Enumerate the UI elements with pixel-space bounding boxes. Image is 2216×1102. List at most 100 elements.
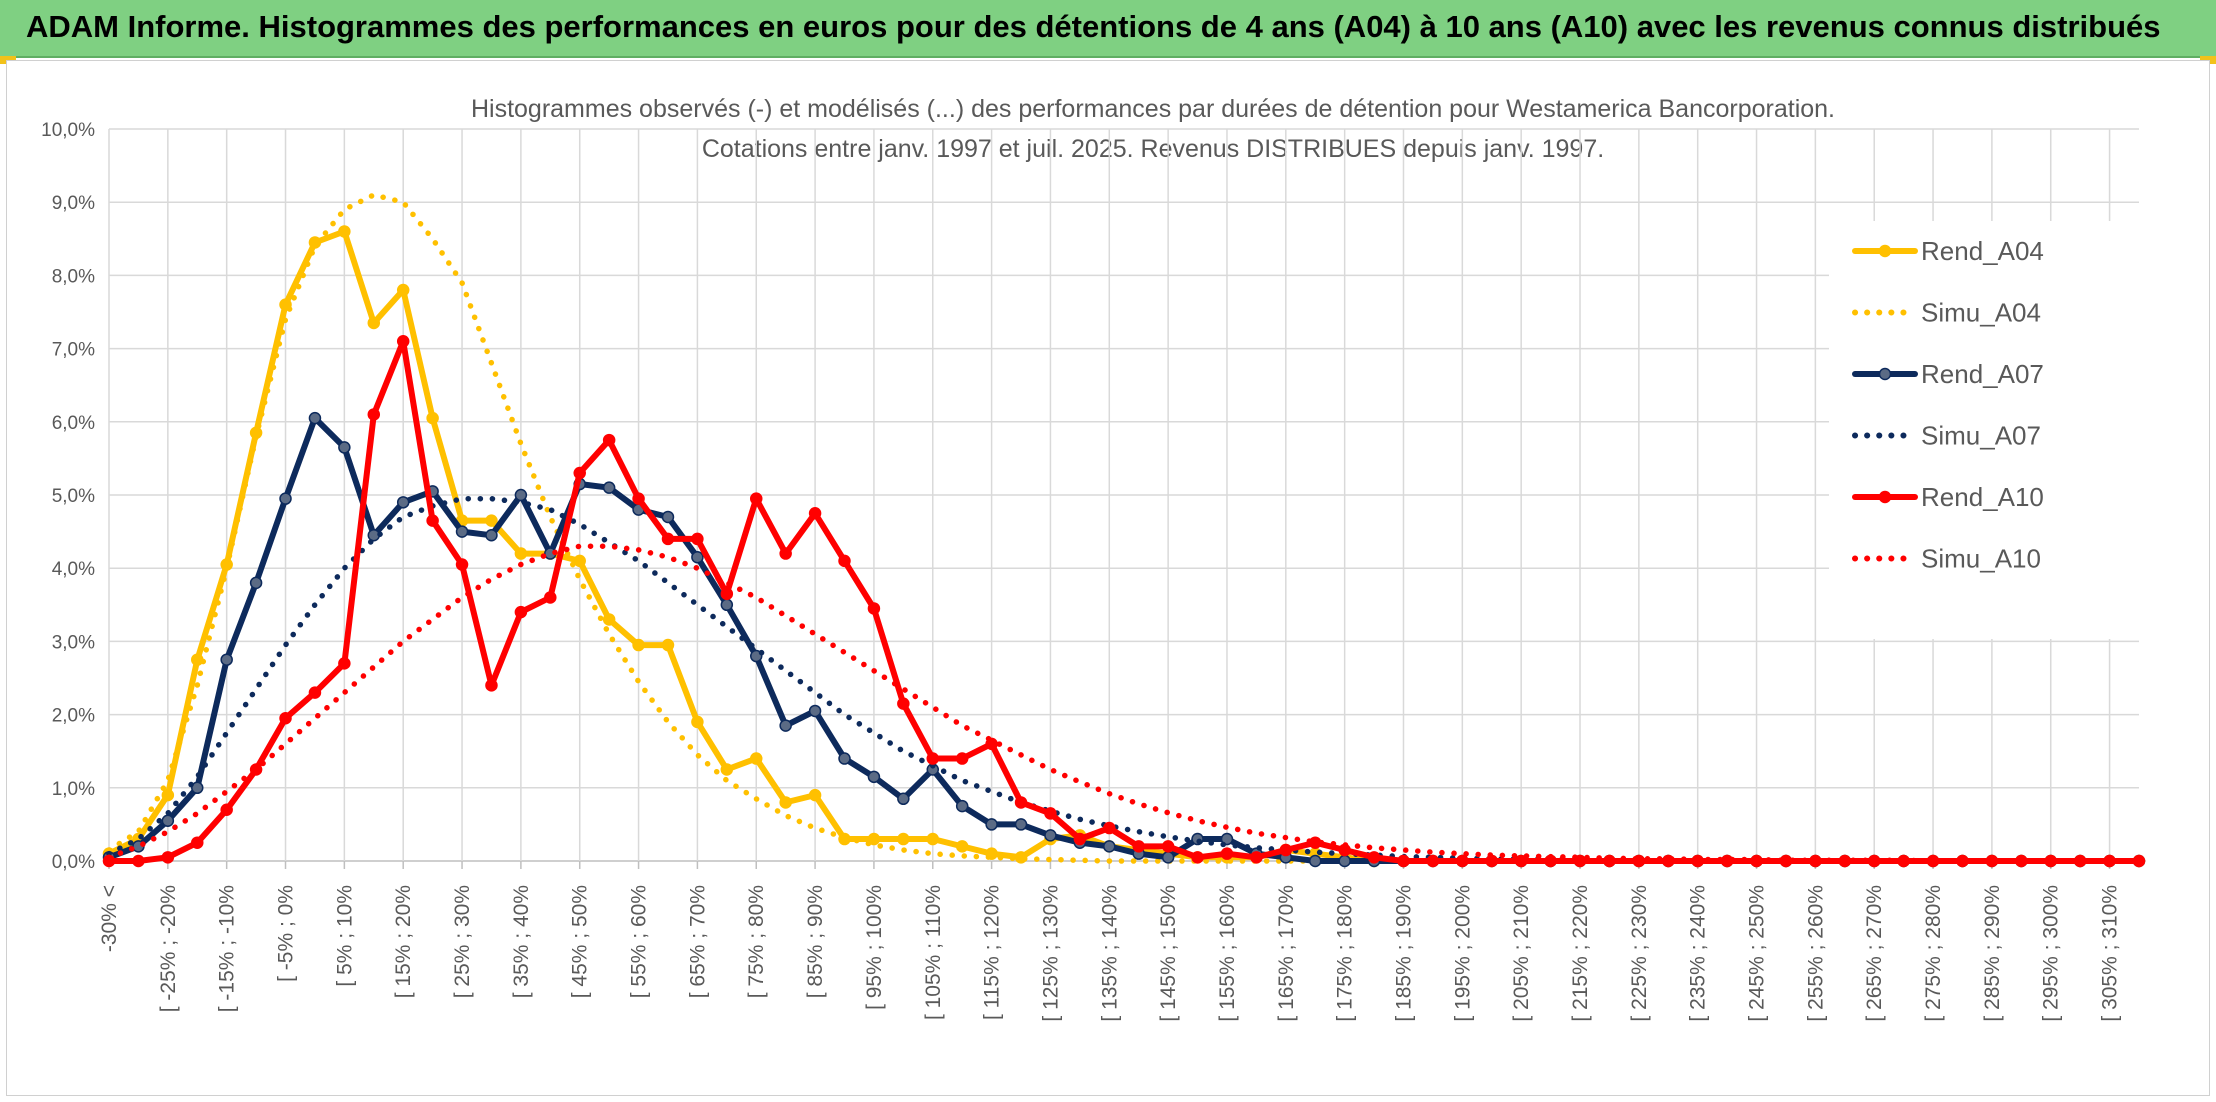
data-point xyxy=(1220,832,1234,846)
chart-frame: Histogrammes observés (-) et modélisés (… xyxy=(6,60,2210,1096)
x-tick-label: [ -5% ; 0% xyxy=(275,885,298,982)
x-tick-label: [ 125% ; 130% xyxy=(1039,885,1062,1022)
chart: Histogrammes observés (-) et modélisés (… xyxy=(41,95,2149,1022)
data-point xyxy=(926,832,940,846)
x-tick-label: [ 285% ; 290% xyxy=(1981,885,2004,1022)
x-tick-label: [ 235% ; 240% xyxy=(1687,885,1710,1022)
data-point xyxy=(1014,796,1028,809)
data-point xyxy=(749,492,763,505)
data-point xyxy=(720,587,734,601)
y-tick-label: 1,0% xyxy=(52,779,95,800)
x-tick-label: [ 155% ; 160% xyxy=(1216,885,1239,1022)
data-point xyxy=(396,496,410,509)
data-point xyxy=(749,752,763,765)
x-tick-label: [ 255% ; 260% xyxy=(1804,885,1827,1022)
data-point xyxy=(396,335,410,348)
data-point xyxy=(691,550,704,564)
data-point xyxy=(838,554,851,568)
x-tick-label: [ -25% ; -20% xyxy=(157,885,180,1012)
data-point xyxy=(897,832,910,846)
data-point xyxy=(1250,851,1263,864)
data-point xyxy=(720,763,734,776)
legend-background xyxy=(1829,221,2149,639)
x-tick-label: [ 65% ; 70% xyxy=(686,885,709,998)
data-point xyxy=(308,411,322,425)
data-point xyxy=(779,796,792,809)
header-bar: ADAM Informe. Histogrammes des performan… xyxy=(0,0,2216,58)
data-point xyxy=(808,788,822,802)
chart-subtitle: Cotations entre janv. 1997 et juil. 2025… xyxy=(702,135,1604,163)
legend-label: Rend_A10 xyxy=(1921,482,2044,512)
series-line-simu-a10 xyxy=(106,543,2142,864)
data-point xyxy=(602,613,616,626)
data-point xyxy=(338,225,351,238)
data-point xyxy=(396,283,410,297)
data-point xyxy=(1308,854,1322,868)
data-point xyxy=(338,657,351,670)
data-point xyxy=(426,514,439,527)
x-tick-label: [ 115% ; 120% xyxy=(981,885,1004,1020)
x-tick-label: [ 215% ; 220% xyxy=(1569,885,1592,1022)
data-point xyxy=(808,507,822,520)
x-tick-label: [ 295% ; 300% xyxy=(2040,885,2063,1022)
data-point xyxy=(661,638,675,652)
data-point xyxy=(602,481,616,494)
x-tick-label: [ 25% ; 30% xyxy=(451,885,474,998)
data-point xyxy=(897,697,910,710)
data-point xyxy=(632,638,645,652)
x-tick-label: [ 185% ; 190% xyxy=(1392,885,1415,1022)
data-point xyxy=(602,433,616,447)
data-point xyxy=(985,818,998,831)
data-point xyxy=(779,547,792,560)
data-point xyxy=(779,719,792,732)
data-point xyxy=(926,752,940,765)
data-point xyxy=(514,488,528,502)
y-axis: 0,0% 1,0% 2,0% 3,0% 4,0% 5,0% 6,0% 7,0% 8,0% 9,0%… xyxy=(41,120,95,873)
data-point xyxy=(455,558,469,571)
data-point xyxy=(514,605,528,619)
data-point xyxy=(661,510,675,524)
data-point xyxy=(132,854,145,868)
legend-marker xyxy=(1878,244,1892,258)
data-point xyxy=(573,554,586,568)
legend: Rend_A04 Simu_A04 Rend_A07 Simu_A07 Rend_A10… xyxy=(1829,221,2149,639)
grid xyxy=(108,128,2139,869)
x-tick-label: [ 55% ; 60% xyxy=(628,885,651,998)
data-point xyxy=(1338,854,1351,868)
data-point xyxy=(191,781,204,795)
legend-label: Simu_A07 xyxy=(1921,421,2041,451)
data-point xyxy=(544,591,557,604)
data-point xyxy=(514,547,528,560)
y-tick-label: 10,0% xyxy=(41,120,95,141)
x-tick-label: [ 105% ; 110% xyxy=(922,885,945,1020)
data-point xyxy=(867,832,881,846)
x-tick-label: [ 195% ; 200% xyxy=(1451,885,1474,1022)
y-tick-label: 5,0% xyxy=(52,486,95,507)
data-point xyxy=(1103,840,1116,853)
data-point xyxy=(1161,840,1175,853)
legend-label: Simu_A10 xyxy=(1921,544,2041,574)
data-point xyxy=(279,492,292,505)
series-line-rend-a10 xyxy=(106,338,2142,864)
data-point xyxy=(1367,851,1381,864)
data-point xyxy=(1073,832,1087,846)
y-tick-label: 2,0% xyxy=(52,706,95,727)
data-point xyxy=(485,514,498,527)
data-point xyxy=(249,576,263,590)
data-point xyxy=(1132,840,1145,853)
x-tick-label: [ 45% ; 50% xyxy=(569,885,592,998)
data-point xyxy=(338,441,351,454)
data-point xyxy=(661,532,675,546)
data-point xyxy=(867,602,881,615)
data-point xyxy=(1044,829,1057,842)
chart-title: Histogrammes observés (-) et modélisés (… xyxy=(471,95,1835,123)
data-point xyxy=(455,525,469,538)
data-point xyxy=(1044,807,1057,820)
data-point xyxy=(1161,851,1175,864)
data-point xyxy=(485,529,498,542)
data-point xyxy=(161,788,175,802)
series-group xyxy=(102,192,2146,868)
x-tick-label: [ 265% ; 270% xyxy=(1863,885,1886,1022)
data-point xyxy=(955,799,969,813)
data-point xyxy=(1103,821,1116,835)
